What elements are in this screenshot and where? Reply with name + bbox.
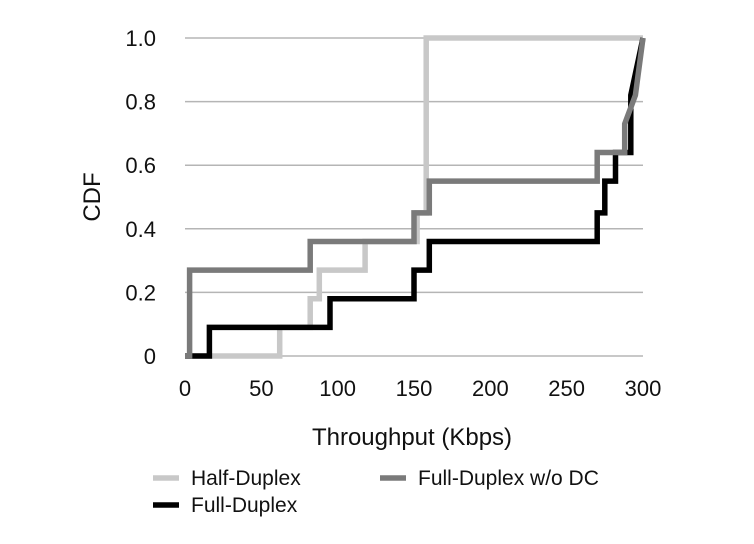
y-tick-label: 0	[144, 344, 156, 369]
x-tick-label: 0	[179, 376, 191, 401]
series-line-full-duplex-w-o-dc	[185, 37, 646, 359]
y-tick-label: 0.8	[125, 90, 156, 115]
x-tick-label: 200	[472, 376, 509, 401]
x-tick-label: 150	[396, 376, 433, 401]
legend-label-half-duplex: Half-Duplex	[191, 467, 301, 490]
legend-label-full-duplex: Full-Duplex	[191, 494, 298, 517]
x-tick-label: 250	[548, 376, 585, 401]
series-lines	[185, 35, 646, 359]
x-axis-label: Throughput (Kbps)	[312, 424, 512, 451]
y-tick-label: 0.2	[125, 280, 156, 305]
y-axis-label: CDF	[79, 172, 106, 221]
series-line-full-duplex	[185, 37, 646, 359]
x-tick-label: 100	[319, 376, 356, 401]
y-tick-label: 0.4	[125, 217, 156, 242]
y-tick-label: 1.0	[125, 26, 156, 51]
grid-lines	[185, 37, 643, 357]
y-tick-labels: 0 0.2 0.4 0.6 0.8 1.0	[125, 26, 156, 369]
x-tick-labels: 0 50 100 150 200 250 300	[179, 376, 661, 401]
x-tick-label: 300	[625, 376, 662, 401]
x-tick-label: 50	[249, 376, 273, 401]
legend: Half-Duplex Full-Duplex Full-Duplex w/o DC	[153, 467, 599, 517]
series-line-half-duplex	[185, 35, 643, 359]
y-tick-label: 0.6	[125, 153, 156, 178]
legend-label-full-duplex-w-o-dc: Full-Duplex w/o DC	[418, 467, 599, 490]
